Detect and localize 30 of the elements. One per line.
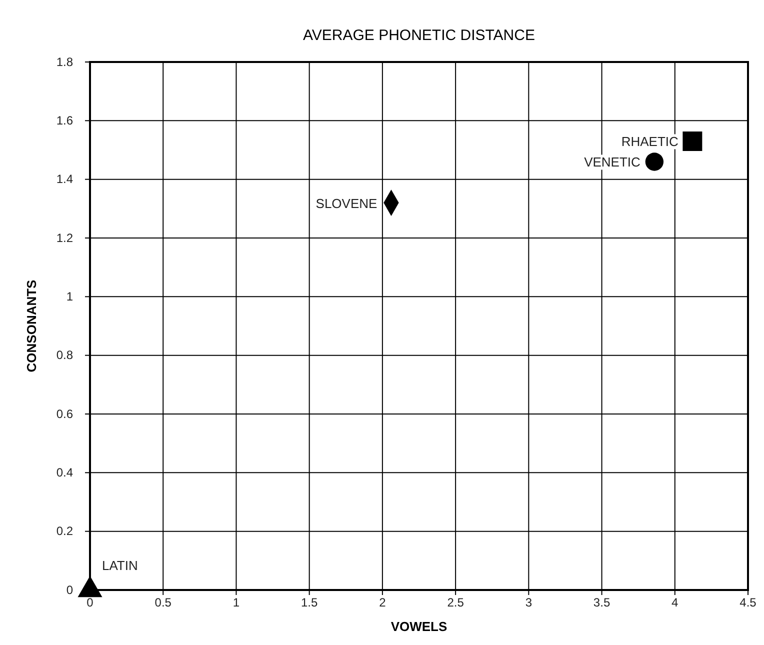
y-tick-label: 0.2 [56, 524, 74, 538]
y-tick-label: 0 [66, 582, 74, 597]
y-tick-label: 0.4 [56, 466, 74, 480]
series-label: VENETIC [584, 154, 640, 170]
point [645, 152, 664, 171]
x-tick-label: 3 [525, 596, 532, 610]
chart-title: AVERAGE PHONETIC DISTANCE [303, 27, 535, 44]
series-label: RHAETIC [621, 134, 678, 150]
point [78, 576, 102, 598]
x-tick-label: 4 [672, 596, 679, 610]
x-tick-label: 3.5 [593, 596, 610, 610]
x-tick-label: 2.5 [447, 596, 464, 610]
y-tick-label: 0.8 [56, 348, 74, 362]
x-axis-title: VOWELS [390, 619, 448, 634]
y-axis-title: CONSONANTS [24, 279, 39, 372]
y-tick-label: 1.8 [56, 54, 74, 69]
series-label: LATIN [102, 558, 138, 573]
y-tick-label: 1.2 [56, 230, 74, 245]
series-label: SLOVENE [316, 196, 378, 211]
point [682, 131, 702, 151]
y-tick-label: 1.6 [56, 114, 74, 128]
x-tick-label: 0.5 [154, 596, 172, 610]
y-tick-label: 1 [66, 290, 74, 304]
y-tick-label: 0.6 [56, 406, 74, 421]
x-tick-label: 0 [86, 596, 94, 610]
x-tick-label: 1 [232, 596, 240, 610]
y-tick-label: 1.4 [56, 172, 74, 186]
x-tick-label: 2 [379, 596, 386, 610]
x-tick-label: 4.5 [740, 596, 757, 610]
x-tick-label: 1.5 [300, 596, 318, 610]
